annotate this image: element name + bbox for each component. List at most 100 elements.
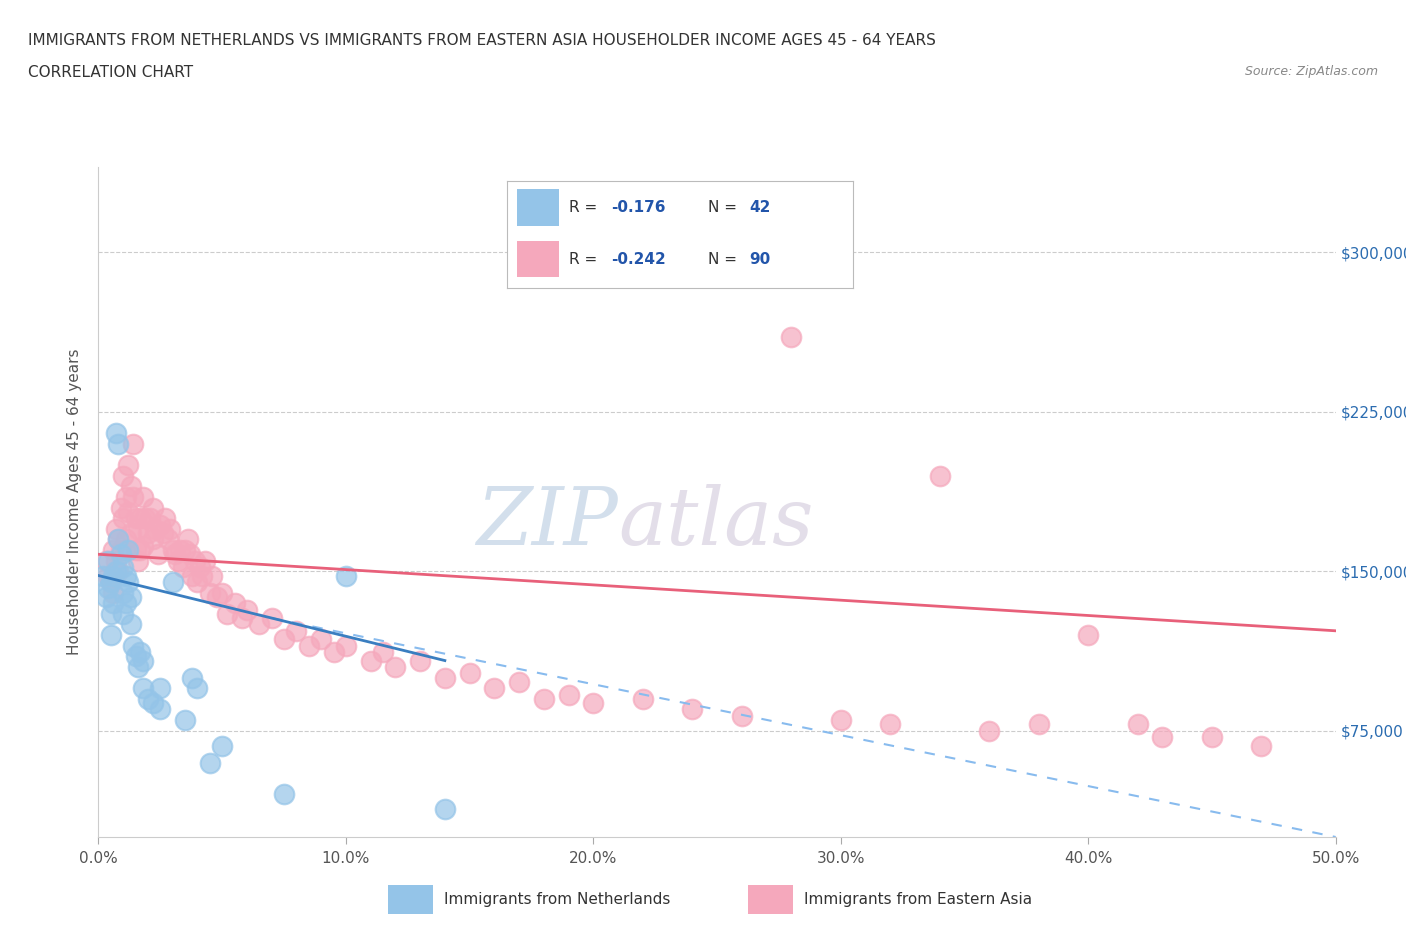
Point [194,553,217,568]
Point [174,542,197,557]
Point [129,542,152,557]
Point [124,649,146,664]
Point [129,644,152,659]
Point [409,653,432,668]
Point [114,596,136,611]
Point [433,802,456,817]
Point [830,712,852,727]
Point [110,542,132,557]
Point [117,575,139,590]
Point [169,542,191,557]
Point [201,568,224,583]
Point [211,738,233,753]
Point [142,500,165,515]
Point [114,568,136,583]
Point [159,522,181,537]
Point [285,623,308,638]
Point [298,638,321,653]
Point [100,628,122,643]
Point [114,532,136,547]
Point [139,511,162,525]
Point [433,671,456,685]
Point [124,542,146,557]
Point [117,458,139,472]
Point [114,489,136,504]
Point [136,691,159,706]
Point [309,631,332,646]
Point [179,547,201,562]
Point [143,522,166,537]
Point [205,590,228,604]
Point [117,504,139,519]
Point [132,653,155,668]
Point [122,638,145,653]
Point [149,702,172,717]
Point [681,702,703,717]
Point [120,479,142,494]
Point [103,585,125,600]
Point [129,511,152,525]
Point [533,691,555,706]
Point [166,553,188,568]
Point [112,468,135,483]
Point [100,575,122,590]
Point [100,575,122,590]
Point [260,611,283,626]
Point [112,606,135,621]
Point [231,611,253,626]
Point [97,568,120,583]
Point [631,691,654,706]
Point [94,590,117,604]
Point [107,564,129,578]
Point [247,617,270,631]
Point [93,568,115,583]
Point [458,666,481,681]
Point [103,542,125,557]
Point [186,575,208,590]
Point [186,681,208,696]
Point [134,511,156,525]
Point [117,542,139,557]
Point [731,709,754,724]
Point [107,532,129,547]
Bar [388,885,433,914]
Point [484,681,506,696]
Point [156,532,179,547]
Point [127,659,149,674]
Point [780,330,803,345]
Point [1126,717,1149,732]
Point [127,522,149,537]
Point [174,712,197,727]
Point [979,724,1001,738]
Point [335,568,357,583]
Point [94,553,117,568]
Point [582,696,605,711]
Point [104,522,127,537]
Point [172,560,194,575]
Point [112,560,135,575]
Point [557,687,579,702]
Point [181,568,204,583]
Point [184,553,207,568]
Text: CORRELATION CHART: CORRELATION CHART [28,65,193,80]
Point [112,585,135,600]
Text: Source: ZipAtlas.com: Source: ZipAtlas.com [1244,65,1378,78]
Point [103,568,125,583]
Text: IMMIGRANTS FROM NETHERLANDS VS IMMIGRANTS FROM EASTERN ASIA HOUSEHOLDER INCOME A: IMMIGRANTS FROM NETHERLANDS VS IMMIGRANT… [28,33,936,47]
Point [136,525,159,540]
Point [384,659,406,674]
Point [110,500,132,515]
Point [191,568,214,583]
Point [142,532,165,547]
Text: atlas: atlas [619,484,814,561]
Point [146,547,169,562]
Point [97,553,120,568]
Point [236,602,259,617]
Point [508,674,530,689]
Point [120,617,142,631]
Point [104,564,127,578]
Point [879,717,901,732]
Point [217,606,239,621]
Point [165,547,187,562]
Point [371,644,394,659]
